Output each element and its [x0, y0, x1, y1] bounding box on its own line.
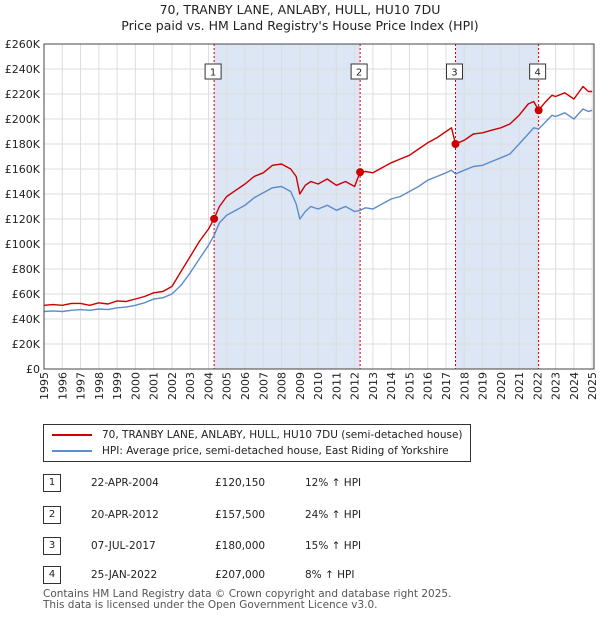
legend-swatch-property — [52, 434, 92, 436]
y-tick-label: £40K — [12, 313, 41, 326]
x-tick-label: 2016 — [422, 372, 435, 400]
sale-number-badge: 2 — [43, 506, 61, 524]
y-tick-label: £0 — [26, 363, 40, 376]
sale-label-box — [350, 63, 368, 80]
future-hatch — [592, 44, 594, 369]
x-tick-label: 1999 — [111, 372, 124, 400]
sale-date: 07-JUL-2017 — [91, 540, 156, 552]
x-tick-label: 2008 — [276, 372, 289, 400]
sale-number-badge: 4 — [43, 566, 61, 584]
x-tick-label: 2021 — [513, 372, 526, 400]
sale-hpi-change: 12% ↑ HPI — [305, 477, 362, 489]
hpi-line — [43, 108, 593, 313]
sale-hpi-change: 15% ↑ HPI — [305, 540, 362, 552]
x-tick-label: 2015 — [403, 372, 416, 400]
x-tick-label: 2007 — [257, 372, 270, 400]
y-tick-label: £260K — [5, 38, 41, 51]
sale-date: 20-APR-2012 — [91, 509, 159, 521]
y-tick-label: £240K — [5, 63, 41, 76]
y-tick-label: £180K — [5, 138, 41, 151]
sale-number-badge: 1 — [43, 474, 61, 492]
sale-point — [210, 214, 219, 223]
x-tick-label: 2025 — [586, 372, 599, 400]
y-tick-label: £120K — [5, 213, 41, 226]
x-tick-label: 2005 — [221, 372, 234, 400]
legend-item-property: 70, TRANBY LANE, ANLABY, HULL, HU10 7DU … — [52, 427, 463, 443]
x-tick-label: 2017 — [440, 372, 453, 400]
x-tick-label: 2011 — [330, 372, 343, 400]
y-tick-label: £20K — [12, 338, 41, 351]
y-tick-label: £100K — [5, 238, 41, 251]
sale-date: 22-APR-2004 — [91, 477, 159, 489]
footer-line-copyright: Contains HM Land Registry data © Crown c… — [43, 588, 452, 600]
x-tick-label: 2022 — [531, 372, 544, 400]
y-tick-label: £220K — [5, 88, 41, 101]
sale-number-badge: 3 — [43, 537, 61, 555]
shaded-period — [214, 44, 361, 369]
legend-label-property: 70, TRANBY LANE, ANLABY, HULL, HU10 7DU … — [102, 429, 463, 441]
sale-hpi-change: 24% ↑ HPI — [305, 509, 362, 521]
x-tick-label: 2013 — [367, 372, 380, 400]
table-row: 2 20-APR-2012 £157,500 24% ↑ HPI — [43, 506, 563, 524]
sale-point — [534, 106, 543, 115]
sale-date: 25-JAN-2022 — [91, 569, 158, 581]
sale-point — [451, 140, 460, 148]
x-tick-label: 1997 — [75, 372, 88, 400]
price-chart: 1 2 3 4 £0 £20K £40K £60K £80K £100K £120K £140K £16… — [5, 38, 599, 400]
x-tick-label: 1998 — [93, 372, 106, 400]
table-row: 1 22-APR-2004 £120,150 12% ↑ HPI — [43, 474, 563, 492]
x-tick-label: 2010 — [312, 372, 325, 400]
x-tick-label: 2002 — [166, 372, 179, 400]
x-tick-label: 1996 — [56, 372, 69, 400]
legend-swatch-hpi — [52, 450, 92, 452]
x-tick-label: 2012 — [349, 372, 362, 400]
x-tick-label: 2006 — [239, 372, 252, 400]
chart-subtitle: Price paid vs. HM Land Registry's House … — [121, 18, 479, 33]
y-tick-label: £60K — [12, 288, 41, 301]
sale-price: £157,500 — [215, 509, 266, 521]
x-tick-label: 2019 — [477, 372, 490, 400]
sale-point — [356, 168, 365, 177]
y-tick-label: £160K — [5, 163, 41, 176]
sale-price: £120,150 — [215, 477, 266, 489]
table-row: 4 25-JAN-2022 £207,000 8% ↑ HPI — [43, 566, 563, 584]
sale-price: £180,000 — [215, 540, 266, 552]
x-tick-label: 2024 — [568, 372, 581, 400]
sale-label-box — [445, 63, 463, 80]
sale-price: £207,000 — [215, 569, 266, 581]
x-tick-label: 2009 — [294, 372, 307, 400]
legend-item-hpi: HPI: Average price, semi-detached house,… — [52, 443, 449, 459]
sale-label: 4 — [534, 68, 540, 79]
x-tick-label: 2020 — [495, 372, 508, 400]
y-tick-label: £200K — [5, 113, 41, 126]
shaded-period — [455, 44, 539, 369]
chart-title: 70, TRANBY LANE, ANLABY, HULL, HU10 7DU — [159, 2, 441, 17]
x-tick-label: 2000 — [129, 372, 142, 400]
x-tick-label: 2004 — [202, 372, 215, 400]
sale-label: 2 — [356, 68, 362, 79]
footer-attribution: Contains HM Land Registry data © Crown c… — [43, 589, 451, 611]
x-tick-label: 1995 — [38, 372, 51, 400]
sale-hpi-change: 8% ↑ HPI — [305, 569, 355, 581]
sale-label: 3 — [451, 68, 457, 79]
footer-line-licence: This data is licensed under the Open Gov… — [43, 599, 378, 611]
property-price-line — [43, 85, 593, 306]
y-tick-label: £80K — [12, 263, 41, 276]
table-row: 3 07-JUL-2017 £180,000 15% ↑ HPI — [43, 537, 563, 555]
sale-label-box — [204, 63, 222, 80]
sale-label: 1 — [210, 68, 216, 79]
x-tick-label: 2023 — [550, 372, 563, 400]
x-tick-label: 2003 — [184, 372, 197, 400]
sale-label-box — [529, 63, 547, 80]
legend-label-hpi: HPI: Average price, semi-detached house,… — [102, 445, 449, 457]
legend: 70, TRANBY LANE, ANLABY, HULL, HU10 7DU … — [43, 424, 471, 462]
x-tick-label: 2014 — [385, 372, 398, 400]
y-tick-label: £140K — [5, 188, 41, 201]
x-tick-label: 2001 — [148, 372, 161, 400]
x-tick-label: 2018 — [458, 372, 471, 400]
plot-frame — [43, 43, 595, 370]
